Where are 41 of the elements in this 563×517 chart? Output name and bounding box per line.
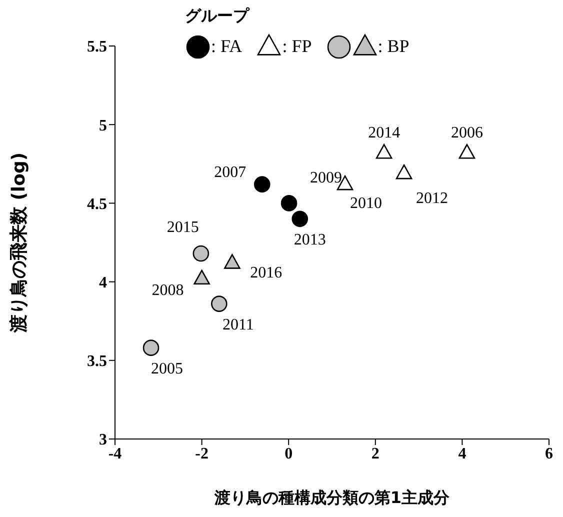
point: [376, 144, 392, 159]
y-tick-label: 3: [99, 432, 107, 449]
annotation: 2008: [152, 282, 184, 300]
x-tick-label: 2: [371, 445, 380, 462]
legend-label: : FA: [211, 36, 242, 56]
annotation: 2009: [310, 170, 342, 187]
y-tick-label: 4: [99, 274, 107, 292]
point: [292, 210, 308, 228]
x-tick-label: -4: [108, 445, 122, 462]
point: [224, 254, 240, 269]
x-tick-label: 6: [545, 445, 553, 462]
annotation: 2011: [222, 316, 254, 334]
legend-title: グループ: [185, 6, 251, 27]
point: [254, 176, 270, 192]
y-tick-label: 5: [99, 117, 107, 134]
legend-label: : FP: [282, 36, 312, 56]
point: [142, 340, 160, 356]
annotation: 2007: [214, 164, 246, 181]
y-axis-title: 渡り鳥の飛来数 (log): [8, 152, 30, 334]
y-tick-label: 5.5: [87, 38, 107, 56]
y-tick-label: 3.5: [87, 353, 107, 370]
x-tick-label: 4: [458, 445, 466, 462]
point: [192, 245, 210, 262]
annotation: 2015: [166, 219, 199, 236]
legend-label: : BP: [378, 36, 410, 56]
point: [458, 144, 476, 159]
annotation: 2005: [151, 360, 184, 378]
point: [194, 270, 210, 285]
x-tick-label: 0: [284, 445, 293, 462]
annotation: 2010: [350, 194, 382, 212]
x-tick-label: -2: [195, 445, 208, 462]
point: [280, 195, 298, 212]
point: [396, 164, 412, 180]
annotation: 2012: [416, 190, 448, 207]
annotation: 2014: [368, 124, 400, 142]
annotation: 2006: [450, 124, 483, 142]
annotation: 2016: [250, 264, 282, 282]
y-tick-label: 4.5: [87, 196, 107, 213]
point: [211, 296, 228, 312]
annotation: 2013: [294, 231, 326, 248]
x-axis-title: 渡り鳥の種構成分類の第1主成分: [213, 488, 451, 507]
